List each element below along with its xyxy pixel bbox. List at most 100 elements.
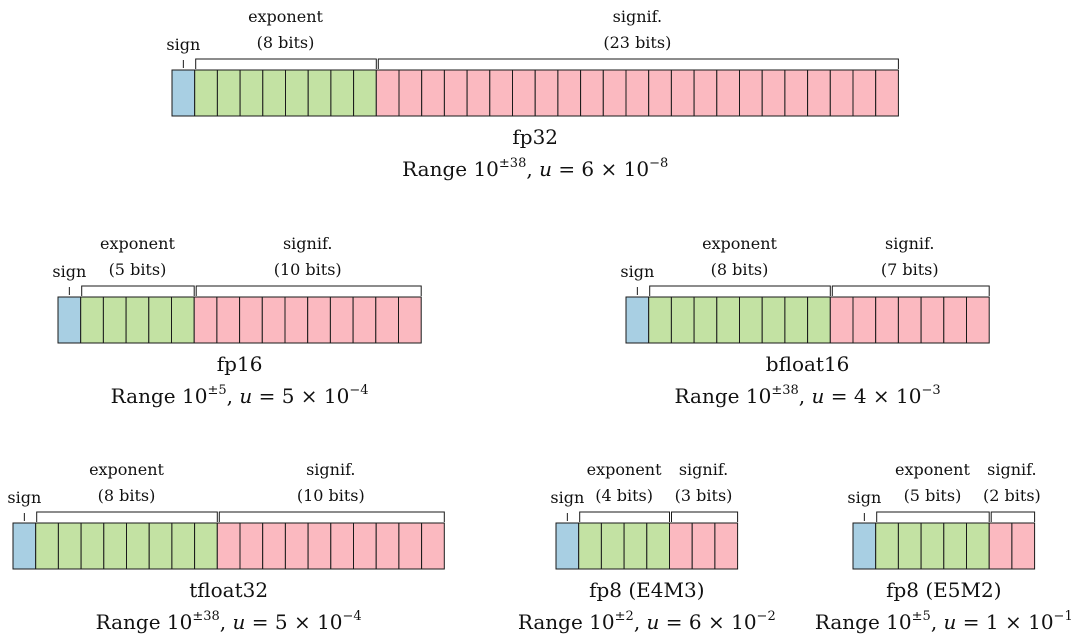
significand-bit-cell bbox=[829, 69, 854, 117]
exponent-bracket bbox=[36, 511, 218, 522]
exponent-label: exponent bbox=[248, 7, 323, 26]
significand-bracket bbox=[990, 511, 1036, 522]
significand-label: signif. bbox=[679, 460, 728, 479]
significand-bit-cell bbox=[193, 296, 218, 344]
u-label-text: u bbox=[233, 610, 246, 634]
significand-bit-cell bbox=[284, 522, 309, 570]
format-name: fp16 bbox=[217, 352, 263, 376]
exponent-label: exponent bbox=[895, 460, 970, 479]
exponent-bit-cell bbox=[80, 522, 105, 570]
significand-bit-cell bbox=[784, 69, 809, 117]
significand-label: signif. bbox=[613, 7, 662, 26]
significand-bit-cell bbox=[691, 522, 716, 570]
significand-bit-cell bbox=[807, 69, 831, 117]
u-label-text: u bbox=[239, 384, 252, 408]
exponent-bit-cell bbox=[761, 296, 786, 344]
u-label-text: u bbox=[944, 610, 957, 634]
format-name: tfloat32 bbox=[189, 578, 268, 602]
exponent-bit-cell bbox=[307, 69, 332, 117]
significand-bits-label: (7 bits) bbox=[881, 260, 939, 279]
sign-label: sign bbox=[52, 262, 86, 281]
significand-bit-cell bbox=[625, 69, 650, 117]
exponent-bits-label: (8 bits) bbox=[711, 260, 769, 279]
range-exp-text: ±38 bbox=[499, 156, 526, 171]
significand-label: signif. bbox=[885, 234, 934, 253]
significand-bit-cell bbox=[670, 69, 695, 117]
sign-label: sign bbox=[847, 488, 881, 507]
exponent-bit-cell bbox=[171, 522, 196, 570]
significand-bit-cell bbox=[330, 522, 354, 570]
range-text-text: Range 10 bbox=[96, 610, 193, 634]
exponent-bracket bbox=[876, 511, 990, 522]
range-text-text: Range 10 bbox=[518, 610, 615, 634]
exponent-bits-label: (5 bits) bbox=[109, 260, 167, 279]
significand-bit-cell bbox=[714, 522, 739, 570]
exponent-bit-cell bbox=[353, 69, 377, 117]
u-mantissa-text: = 6 × 10 bbox=[558, 157, 649, 181]
u-exp-text: −4 bbox=[349, 383, 368, 398]
exponent-bracket bbox=[195, 58, 377, 69]
format-tfloat32: sign exponent (8 bits) signif. (10 bits) tflo… bbox=[7, 460, 445, 634]
format-name: fp8 (E5M2) bbox=[886, 578, 1001, 602]
significand-bit-cell bbox=[716, 69, 740, 117]
sign-bit-cell bbox=[171, 69, 196, 117]
format-name: bfloat16 bbox=[766, 352, 850, 376]
exponent-bit-cell bbox=[194, 69, 218, 117]
sign-bit-cell bbox=[57, 296, 82, 344]
exponent-bit-cell bbox=[693, 296, 718, 344]
exponent-bit-cell bbox=[897, 522, 922, 570]
exponent-bit-cell bbox=[623, 522, 648, 570]
range-text-text: Range 10 bbox=[111, 384, 208, 408]
sign-bit-cell bbox=[625, 296, 650, 344]
exponent-bit-cell bbox=[216, 69, 241, 117]
range-text-text: Range 10 bbox=[402, 157, 499, 181]
significand-bit-cell bbox=[398, 296, 422, 344]
format-name: fp32 bbox=[512, 125, 558, 149]
significand-bracket bbox=[671, 511, 739, 522]
significand-bit-cell bbox=[920, 296, 945, 344]
significand-bit-cell bbox=[375, 69, 400, 117]
significand-bit-cell bbox=[239, 522, 264, 570]
exponent-bit-cell bbox=[807, 296, 831, 344]
significand-bits-label: (10 bits) bbox=[297, 486, 365, 505]
significand-bit-cell bbox=[421, 522, 445, 570]
significand-bit-cell bbox=[216, 296, 241, 344]
u-mantissa-text: = 5 × 10 bbox=[252, 610, 343, 634]
exponent-bit-cell bbox=[126, 522, 150, 570]
significand-bit-cell bbox=[534, 69, 559, 117]
u-exp-text: −4 bbox=[343, 609, 362, 624]
significand-label: signif. bbox=[306, 460, 355, 479]
range-and-unit-roundoff: Range 10±2, u = 6 × 10−2 bbox=[518, 609, 776, 634]
significand-bit-cell bbox=[669, 522, 693, 570]
exponent-bits-label: (5 bits) bbox=[904, 486, 962, 505]
significand-bit-cell bbox=[261, 296, 286, 344]
exponent-bits-label: (8 bits) bbox=[257, 33, 315, 52]
exponent-label: exponent bbox=[100, 234, 175, 253]
exponent-bit-cell bbox=[262, 69, 286, 117]
exponent-bit-cell bbox=[648, 296, 672, 344]
exponent-bit-cell bbox=[103, 522, 128, 570]
exponent-bit-cell bbox=[739, 296, 763, 344]
significand-bit-cell bbox=[489, 69, 513, 117]
u-label-text: u bbox=[647, 610, 660, 634]
exponent-bracket bbox=[579, 511, 670, 522]
u-mantissa-text: = 6 × 10 bbox=[666, 610, 757, 634]
significand-bit-cell bbox=[307, 296, 331, 344]
exponent-bit-cell bbox=[784, 296, 809, 344]
u-mantissa-text: = 5 × 10 bbox=[259, 384, 350, 408]
format-fp32: sign exponent (8 bits) signif. (23 bits) fp32… bbox=[166, 7, 899, 181]
range-and-unit-roundoff: Range 10±38, u = 4 × 10−3 bbox=[675, 383, 941, 408]
significand-bit-cell bbox=[852, 69, 877, 117]
significand-bit-cell bbox=[398, 69, 423, 117]
significand-bit-cell bbox=[1011, 522, 1036, 570]
u-label-text: u bbox=[539, 157, 552, 181]
exponent-bit-cell bbox=[194, 522, 218, 570]
exponent-bit-cell bbox=[716, 296, 740, 344]
significand-bit-cell bbox=[761, 69, 786, 117]
significand-bit-cell bbox=[398, 522, 423, 570]
significand-bit-cell bbox=[852, 296, 877, 344]
significand-bit-cell bbox=[988, 522, 1013, 570]
exponent-bit-cell bbox=[600, 522, 625, 570]
u-exp-text: −2 bbox=[757, 609, 776, 624]
